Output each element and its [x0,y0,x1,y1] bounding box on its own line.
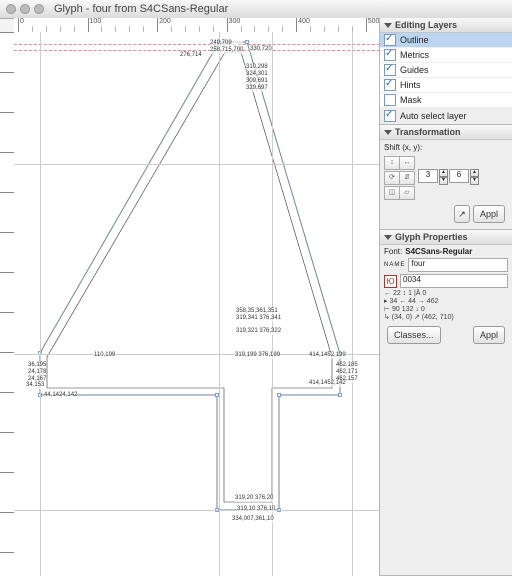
transformation-title: Transformation [395,127,461,137]
auto-select-row[interactable]: Auto select layer [380,108,512,124]
glyph-name-label: NAME [384,262,405,268]
disclosure-icon [384,23,392,28]
point-label: 110,199 [94,352,115,359]
glyph-apply-button[interactable]: Appl [473,326,505,344]
point-label: 358,35;361,351319,341 376,341 [236,308,281,322]
glyph-properties-panel: Glyph Properties Font: S4CSans-Regular N… [380,230,512,576]
layer-checkbox[interactable] [384,64,396,76]
font-name: S4CSans-Regular [405,247,472,256]
layer-label: Outline [400,35,429,45]
layer-label: Hints [400,80,421,90]
side-panels: Editing Layers Outline Metrics Guides Hints… [379,18,512,576]
point-label: 414,1452,199 [309,352,346,359]
unicode-input[interactable]: 0034 [400,274,508,288]
glyph-canvas[interactable]: 249,709258,715,700 330,720 276,714 310,2983… [14,32,380,576]
tool-arrow-icon[interactable]: ↕ [384,156,400,170]
glyph-properties-header[interactable]: Glyph Properties [380,230,512,245]
point-label: 319,20 376,20 [235,495,273,502]
layer-list: Outline Metrics Guides Hints Mask [380,33,512,108]
point-label: 44,1424,142 [44,392,77,399]
transformation-panel: Transformation Shift (x, y): ↕ ↔ ⟳ ⇵ ◫ ▱… [380,125,512,230]
point-label: 319,199 376,199 [235,352,280,359]
glyph-metrics: ← 22 ↕ 1 |Ā 0▸ 34 ← 44 → 462⊢ 90 132 ↓ 0… [384,290,508,321]
metric-line: ← 22 ↕ 1 |Ā 0 [384,290,508,297]
layer-checkbox[interactable] [384,79,396,91]
classes-button[interactable]: Classes... [387,326,441,344]
transform-apply-button[interactable]: Appl [473,205,505,223]
metric-line: ▸ 34 ← 44 → 462 [384,297,508,305]
glyph-properties-title: Glyph Properties [395,232,468,242]
shift-y-stepper[interactable]: ▲▼ [470,169,479,185]
point-label: 36,19524,17824,167 [28,362,46,383]
layer-item-hints[interactable]: Hints [380,78,512,93]
point-label: 414,1452,142 [309,380,346,387]
editing-layers-header[interactable]: Editing Layers [380,18,512,33]
glyph-outline [14,32,380,576]
transformation-header[interactable]: Transformation [380,125,512,140]
unicode-icon[interactable]: Ю [384,275,397,288]
shift-y-input[interactable]: 6 [449,169,469,183]
shift-x-input[interactable]: 3 [418,169,438,183]
point-label: 319,10 376,10 [237,506,275,513]
shift-x-stepper[interactable]: ▲▼ [439,169,448,185]
tool-flip-icon[interactable]: ⇵ [399,171,415,185]
tool-rotate-icon[interactable]: ⟳ [384,171,400,185]
layer-item-outline[interactable]: Outline [380,33,512,48]
layer-label: Guides [400,65,429,75]
ruler-vertical [0,32,15,576]
point-label: 249,709258,715,700 [210,40,243,54]
layer-checkbox[interactable] [384,94,396,106]
point-label: 334,007,361,10 [232,516,274,523]
layer-item-guides[interactable]: Guides [380,63,512,78]
editing-layers-panel: Editing Layers Outline Metrics Guides Hints… [380,18,512,125]
metric-line: ⊢ 90 132 ↓ 0 [384,305,508,313]
editing-layers-title: Editing Layers [395,20,457,30]
layer-label: Mask [400,95,422,105]
point-label: 310,298324,301309,691329,697 [246,64,268,92]
transform-aux-button[interactable]: ↗ [454,205,470,223]
layer-checkbox[interactable] [384,49,396,61]
close-icon[interactable] [6,4,16,14]
tool-move-icon[interactable]: ↔ [399,156,415,170]
disclosure-icon [384,130,392,135]
glyph-name-input[interactable]: four [408,258,508,272]
auto-select-checkbox[interactable] [384,110,396,122]
layer-checkbox[interactable] [384,34,396,46]
zoom-icon[interactable] [34,4,44,14]
point-label: 319,321 376,322 [236,328,281,335]
disclosure-icon [384,235,392,240]
tool-scale-icon[interactable]: ◫ [384,186,400,200]
layer-item-metrics[interactable]: Metrics [380,48,512,63]
minimize-icon[interactable] [20,4,30,14]
layer-label: Metrics [400,50,429,60]
window-titlebar: Glyph - four from S4CSans-Regular [0,0,512,19]
window-title: Glyph - four from S4CSans-Regular [54,3,228,15]
transform-tools: ↕ ↔ ⟳ ⇵ ◫ ▱ [384,156,413,200]
font-label: Font: [384,247,402,256]
metric-line: ↳ (34, 0) ↗ (462, 710) [384,313,508,321]
point-label: 276,714 [180,52,202,59]
point-label: 330,720 [250,46,272,53]
layer-item-mask[interactable]: Mask [380,93,512,108]
auto-select-label: Auto select layer [400,111,467,121]
shift-label: Shift (x, y): [384,143,508,152]
point-label: 34,153 [26,382,44,389]
tool-skew-icon[interactable]: ▱ [399,186,415,200]
traffic-lights [6,4,44,14]
